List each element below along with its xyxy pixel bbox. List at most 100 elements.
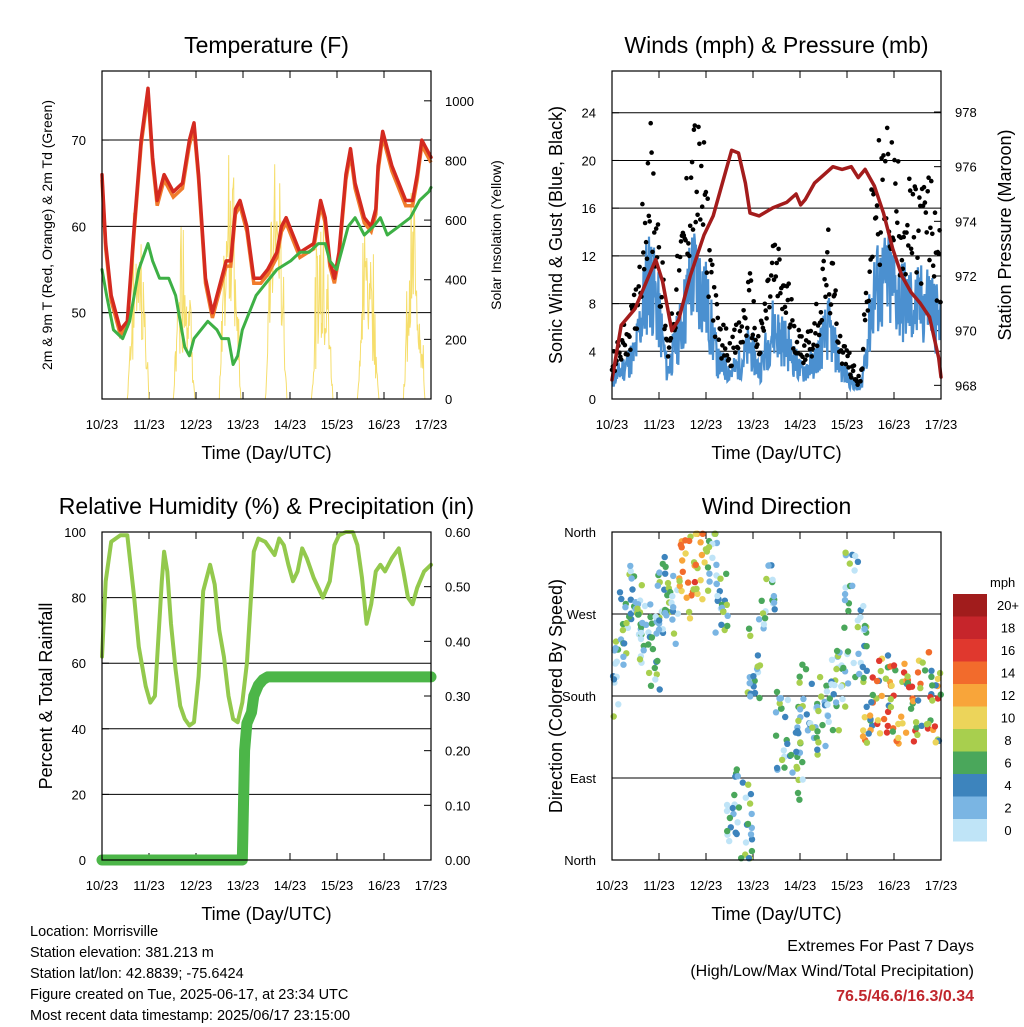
extremes-values: 76.5/46.6/16.3/0.34: [836, 988, 974, 1005]
gust-point: [821, 258, 826, 264]
direction-point: [656, 617, 663, 624]
gust-point: [628, 347, 633, 353]
gust-point: [715, 315, 721, 321]
x-tick-label: 16/23: [368, 878, 401, 893]
gust-point: [730, 334, 735, 340]
y2-tick-label: 976: [955, 160, 977, 175]
gust-point: [908, 246, 914, 252]
direction-point: [679, 568, 686, 575]
solar-insolation-line: [218, 155, 242, 400]
gust-point: [789, 297, 794, 302]
direction-point: [734, 819, 741, 826]
gust-point: [833, 288, 838, 293]
gust-point: [930, 231, 935, 237]
gust-point: [648, 120, 653, 126]
y2-tick-label: 0.30: [445, 689, 470, 704]
colorbar-label: 4: [1004, 778, 1011, 793]
direction-point: [623, 619, 630, 627]
direction-point: [835, 727, 842, 734]
y-tick-label: 60: [72, 219, 86, 234]
gust-point: [905, 222, 910, 228]
gust-point: [776, 246, 781, 252]
gust-point: [699, 204, 705, 209]
gust-point: [719, 356, 724, 361]
gust-point: [884, 125, 890, 131]
direction-point: [656, 686, 663, 693]
gust-point: [688, 175, 694, 180]
direction-point: [928, 673, 935, 680]
gust-point: [895, 220, 900, 226]
direction-point: [647, 601, 654, 608]
direction-point: [670, 604, 677, 611]
x-tick-label: 12/23: [690, 878, 723, 893]
gust-point: [704, 270, 710, 276]
colorbar-label: 20+: [997, 598, 1019, 613]
x-axis-label: Time (Day/UTC): [711, 443, 841, 463]
gust-point: [932, 210, 938, 215]
direction-point: [898, 713, 905, 720]
direction-point: [729, 804, 736, 812]
gust-point: [669, 311, 675, 316]
colorbar-label: 6: [1004, 756, 1011, 771]
gust-point: [718, 327, 723, 332]
direction-point: [676, 577, 683, 585]
gust-point: [909, 250, 915, 256]
direction-point: [615, 701, 622, 708]
gust-point: [929, 178, 934, 184]
gust-point: [707, 248, 712, 253]
gust-point: [860, 366, 865, 372]
direction-point: [724, 612, 731, 619]
extremes-subtitle: (High/Low/Max Wind/Total Precipitation): [690, 963, 974, 980]
gust-point: [737, 328, 743, 334]
direction-point: [833, 665, 840, 673]
direction-point: [914, 669, 922, 676]
direction-point: [690, 586, 697, 593]
direction-point: [773, 688, 781, 696]
gust-point: [721, 322, 726, 328]
direction-point: [822, 742, 829, 750]
gust-point: [788, 322, 793, 327]
gust-point: [773, 274, 779, 279]
x-tick-label: 14/23: [274, 878, 307, 893]
x-tick-label: 10/23: [596, 417, 629, 432]
direction-point: [863, 643, 870, 650]
gust-point: [714, 301, 720, 307]
gust-point: [906, 243, 911, 248]
gust-point: [843, 361, 849, 367]
direction-point: [618, 595, 625, 603]
y-axis-label: Direction (Colored By Speed): [546, 579, 566, 813]
direction-point: [647, 613, 654, 621]
gust-point: [733, 350, 738, 355]
direction-point: [860, 602, 867, 610]
y-axis-label: Sonic Wind & Gust (Blue, Black): [546, 106, 566, 364]
x-tick-label: 11/23: [133, 417, 165, 432]
direction-point: [859, 733, 867, 740]
x-tick-label: 17/23: [925, 878, 958, 893]
y-tick-label: North: [564, 853, 596, 868]
gust-point: [653, 226, 659, 231]
gust-point: [720, 343, 725, 348]
direction-point: [627, 568, 634, 575]
colorbar-swatch: [953, 594, 987, 617]
direction-point: [692, 561, 699, 568]
direction-point: [809, 724, 816, 731]
direction-point: [746, 800, 754, 807]
gust-point: [818, 310, 824, 315]
direction-point: [674, 610, 681, 617]
colorbar-swatch: [953, 774, 987, 797]
plot-frame: [611, 531, 942, 861]
direction-point: [748, 836, 756, 843]
gust-point: [692, 123, 698, 128]
direction-point: [860, 727, 867, 734]
gust-point: [753, 337, 758, 343]
direction-point: [793, 763, 800, 771]
direction-point: [823, 682, 830, 689]
y2-tick-label: 200: [445, 332, 467, 347]
gust-point: [678, 239, 684, 244]
direction-point: [765, 562, 772, 569]
direction-point: [826, 695, 833, 702]
direction-point: [796, 706, 804, 713]
direction-point: [901, 660, 908, 667]
x-tick-label: 15/23: [321, 417, 354, 432]
direction-point: [818, 693, 825, 700]
